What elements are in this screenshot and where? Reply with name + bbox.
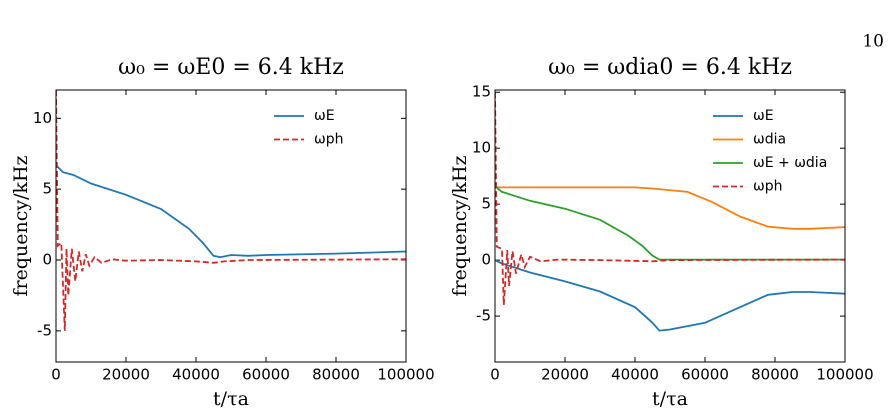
chart-title: ω₀ = ωE0 = 6.4 kHz — [118, 55, 344, 80]
y-tick-label: 0 — [42, 251, 52, 269]
y-tick-label: 10 — [33, 109, 52, 127]
y-tick-label: 5 — [42, 180, 52, 198]
x-tick-label: 40000 — [172, 366, 220, 384]
y-axis-label: frequency/kHz — [449, 155, 471, 296]
series-line — [56, 164, 406, 259]
x-tick-label: 0 — [490, 366, 500, 384]
x-axis-label: t/τa — [652, 388, 688, 410]
plot-area — [495, 92, 845, 332]
plot-area — [56, 90, 406, 331]
legend-label: ωE — [753, 108, 774, 124]
legend-label: ωph — [753, 179, 782, 195]
series-line — [495, 92, 845, 305]
y-tick-label: -5 — [37, 321, 52, 339]
y-tick-label: -5 — [476, 307, 491, 325]
y-axis-label: frequency/kHz — [10, 155, 32, 296]
x-tick-label: 60000 — [242, 366, 290, 384]
y-tick-label: 10 — [472, 139, 491, 157]
y-tick-label: 0 — [481, 251, 491, 269]
y-tick-label: 5 — [481, 195, 491, 213]
series-line — [56, 90, 406, 331]
series-line — [495, 186, 845, 230]
x-tick-label: 20000 — [541, 366, 589, 384]
legend-label: ωdia — [753, 132, 786, 148]
x-tick-label: 80000 — [312, 366, 360, 384]
x-tick-label: 100000 — [816, 366, 873, 384]
y-tick-label: 15 — [472, 83, 491, 101]
chart-title: ω₀ = ωdia0 = 6.4 kHz — [548, 55, 792, 80]
x-tick-label: 80000 — [751, 366, 799, 384]
legend-label: ωE — [314, 108, 335, 124]
axes-frame — [55, 89, 407, 363]
x-axis-label: t/τa — [213, 388, 249, 410]
x-tick-label: 0 — [51, 366, 61, 384]
legend-label: ωph — [314, 132, 343, 148]
x-tick-label: 60000 — [681, 366, 729, 384]
series-line — [495, 185, 845, 261]
legend-label: ωE + ωdia — [753, 155, 827, 171]
x-tick-label: 20000 — [102, 366, 150, 384]
axes-frame — [494, 89, 846, 363]
series-line — [495, 259, 845, 332]
x-tick-label: 100000 — [377, 366, 434, 384]
page-number: 10 — [862, 32, 884, 52]
x-tick-label: 40000 — [611, 366, 659, 384]
